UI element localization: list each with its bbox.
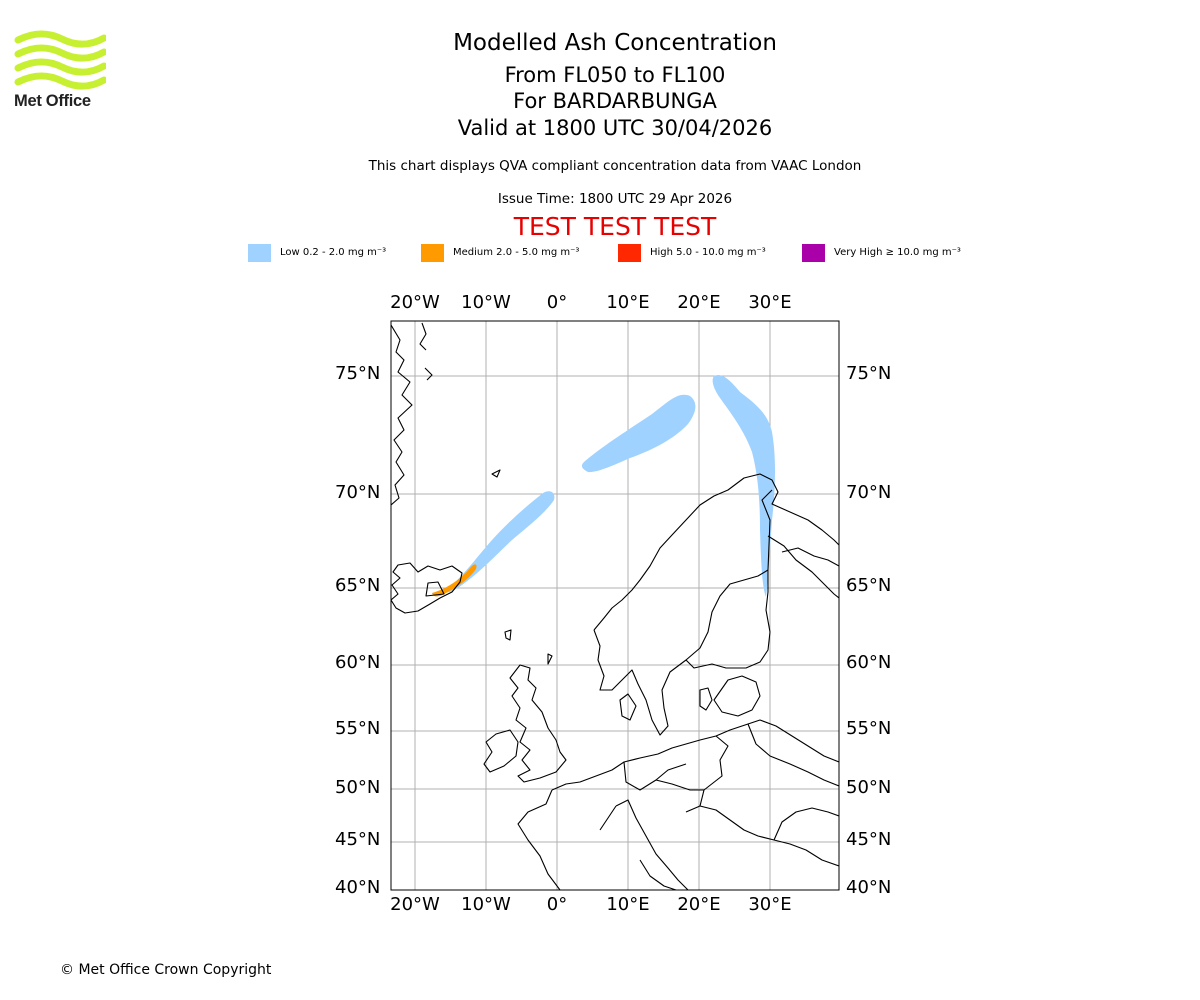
lat-label-left-55n: 55°N [335, 718, 381, 739]
map-frame [390, 320, 840, 891]
lat-label-left-60n: 60°N [335, 652, 381, 673]
lon-label-bottom-0: 0° [546, 894, 568, 915]
legend-swatch-high [618, 244, 641, 262]
legend-swatch-very-high [802, 244, 825, 262]
lon-label-top-10w: 10°W [461, 292, 511, 313]
met-office-waves-icon [14, 30, 108, 90]
test-banner: TEST TEST TEST [513, 212, 717, 241]
lon-label-bottom-20e: 20°E [677, 894, 721, 915]
issue-time: Issue Time: 1800 UTC 29 Apr 2026 [497, 191, 733, 207]
legend-swatch-low [248, 244, 271, 262]
ash-plume-low [445, 374, 775, 597]
ash-plume-medium [432, 564, 477, 597]
flight-levels: From FL050 to FL100 [504, 63, 726, 87]
copyright: © Met Office Crown Copyright [60, 962, 272, 978]
chart-title: Modelled Ash Concentration [453, 30, 777, 56]
lon-label-bottom-20w: 20°W [390, 894, 440, 915]
lon-label-top-20e: 20°E [677, 292, 721, 313]
coastlines [391, 322, 839, 890]
logo-text: Met Office [14, 92, 91, 110]
lon-label-top-20w: 20°W [390, 292, 440, 313]
legend-label-medium: Medium 2.0 - 5.0 mg m⁻³ [453, 247, 580, 258]
lat-label-left-50n: 50°N [335, 777, 381, 798]
valid-time: Valid at 1800 UTC 30/04/2026 [457, 116, 773, 140]
legend-label-very-high: Very High ≥ 10.0 mg m⁻³ [834, 247, 961, 258]
legend-label-high: High 5.0 - 10.0 mg m⁻³ [650, 247, 766, 258]
lat-label-right-75n: 75°N [846, 363, 892, 384]
lon-label-top-0: 0° [546, 292, 568, 313]
lat-label-left-70n: 70°N [335, 482, 381, 503]
lat-label-left-40n: 40°N [335, 877, 381, 898]
lat-label-right-55n: 55°N [846, 718, 892, 739]
lon-label-bottom-10w: 10°W [461, 894, 511, 915]
lon-label-top-10e: 10°E [606, 292, 650, 313]
lon-label-bottom-10e: 10°E [606, 894, 650, 915]
volcano-name: For BARDARBUNGA [513, 89, 717, 113]
lon-label-bottom-30e: 30°E [748, 894, 792, 915]
lat-label-right-70n: 70°N [846, 482, 892, 503]
legend-label-low: Low 0.2 - 2.0 mg m⁻³ [280, 247, 387, 258]
lat-label-right-45n: 45°N [846, 829, 892, 850]
lat-label-left-45n: 45°N [335, 829, 381, 850]
lat-label-left-65n: 65°N [335, 575, 381, 596]
lat-label-right-60n: 60°N [846, 652, 892, 673]
legend-swatch-medium [421, 244, 444, 262]
met-office-logo: Met Office [14, 30, 108, 112]
lat-label-right-40n: 40°N [846, 877, 892, 898]
subtitle: This chart displays QVA compliant concen… [368, 158, 862, 174]
lon-label-top-30e: 30°E [748, 292, 792, 313]
lat-label-right-65n: 65°N [846, 575, 892, 596]
lat-label-left-75n: 75°N [335, 363, 381, 384]
lat-label-right-50n: 50°N [846, 777, 892, 798]
